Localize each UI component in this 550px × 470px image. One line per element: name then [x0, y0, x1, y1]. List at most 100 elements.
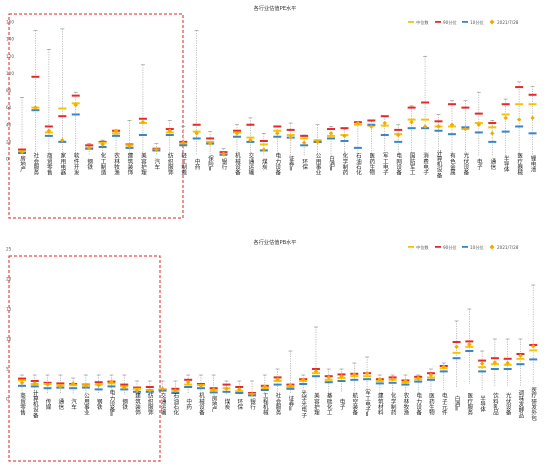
p10-mark [273, 383, 282, 386]
category-label: 电力设备 [415, 392, 422, 417]
x-tick-label: 软件开发 [73, 152, 80, 177]
category-label: 白酒Ⅱ [454, 394, 461, 412]
legend-label: 中位数 [416, 244, 429, 251]
p10-mark [69, 387, 78, 390]
current-marker [492, 360, 498, 365]
current-marker [173, 388, 178, 393]
category-box [18, 374, 26, 395]
p10-mark [388, 381, 397, 384]
category-box [474, 91, 483, 156]
category-box [152, 143, 161, 156]
current-marker [122, 385, 127, 390]
category-label: 石油石化 [355, 153, 362, 177]
x-tick-label: 石油石化 [172, 393, 179, 417]
category-box [235, 380, 244, 396]
p90-mark [71, 94, 80, 97]
legend-marker [462, 246, 468, 248]
current-marker [288, 383, 293, 388]
x-tick-label: 公用事业 [83, 393, 90, 416]
p90-mark [235, 386, 244, 388]
x-tick-label: 医疗服务 [466, 393, 473, 417]
median-mark [465, 345, 474, 348]
y-tick-label: 15 [6, 307, 12, 312]
category-label: 环保 [236, 398, 243, 411]
category-box [375, 374, 384, 393]
current-marker [45, 382, 50, 387]
current-marker [100, 142, 105, 147]
p90-mark [58, 115, 67, 118]
category-box [407, 105, 416, 156]
x-tick-label: 计算机设备 [32, 389, 39, 419]
category-label: 军工电子 [382, 153, 389, 176]
category-label: 光伏设备 [505, 392, 512, 417]
category-label: 证券Ⅱ [288, 155, 295, 172]
current-marker [326, 375, 331, 380]
y-tick-label: 160 [6, 20, 14, 25]
x-tick-label: 军工电子 [382, 153, 389, 176]
y-tick-label: 80 [6, 88, 12, 93]
x-tick-label: 煤炭 [261, 157, 268, 171]
current-marker [19, 380, 25, 386]
p90-mark [300, 134, 309, 137]
x-tick-label: 白酒Ⅱ [454, 394, 461, 412]
current-marker [207, 141, 213, 146]
p10-mark [363, 378, 372, 381]
p90-mark [528, 93, 537, 96]
current-marker [275, 131, 280, 136]
legend-item: 中位数 [408, 244, 429, 251]
category-label: 社会服务 [32, 152, 39, 177]
median-mark [478, 366, 487, 369]
category-box [248, 380, 257, 397]
highlight-box [8, 255, 161, 462]
p90-mark [452, 341, 461, 343]
legend-label: 2021/7/28 [497, 20, 519, 25]
p10-mark [353, 146, 362, 149]
category-box [56, 374, 65, 395]
category-box [209, 374, 218, 396]
category-box [300, 134, 309, 156]
current-marker [127, 143, 132, 149]
x-tick-label: 机械设备 [234, 152, 241, 177]
p90-mark [259, 140, 268, 143]
median-mark [488, 126, 497, 129]
current-marker [198, 383, 204, 389]
legend-marker [408, 21, 414, 23]
p90-mark [474, 112, 483, 115]
current-marker [154, 147, 159, 152]
median-mark [380, 124, 389, 127]
category-label: 计算机设备 [32, 389, 39, 419]
current-marker [301, 140, 307, 145]
median-mark [58, 107, 67, 110]
x-tick-label: 医药生物 [368, 153, 375, 177]
x-tick-label: 建筑装饰 [126, 152, 133, 177]
p90-mark [18, 148, 26, 151]
category-box [43, 374, 52, 395]
current-marker [275, 377, 280, 382]
category-box [246, 117, 255, 156]
x-tick-label: 电子 [339, 397, 346, 410]
p90-mark [85, 144, 94, 147]
current-marker [249, 392, 255, 397]
category-label: 电子元件 [441, 392, 448, 417]
category-label: 钢铁 [121, 397, 128, 411]
p10-mark [447, 133, 456, 136]
current-marker [134, 388, 140, 393]
category-label: 电子 [476, 157, 483, 170]
category-box [490, 338, 499, 387]
current-marker [185, 380, 191, 385]
x-tick-label: 半导体 [503, 155, 510, 174]
category-box [401, 374, 410, 393]
category-label: 建筑装饰 [134, 392, 141, 417]
current-marker [224, 386, 229, 392]
p90-mark [31, 75, 40, 78]
y-tick-label: 5 [6, 367, 9, 372]
chart-legend: 中位数 90分位 10分位 2021/7/28 [408, 19, 519, 26]
category-label: 环保 [301, 158, 308, 171]
category-label: 计算机设备 [436, 149, 443, 179]
p10-mark [107, 385, 116, 388]
category-box [31, 30, 40, 156]
p10-mark [222, 390, 231, 393]
